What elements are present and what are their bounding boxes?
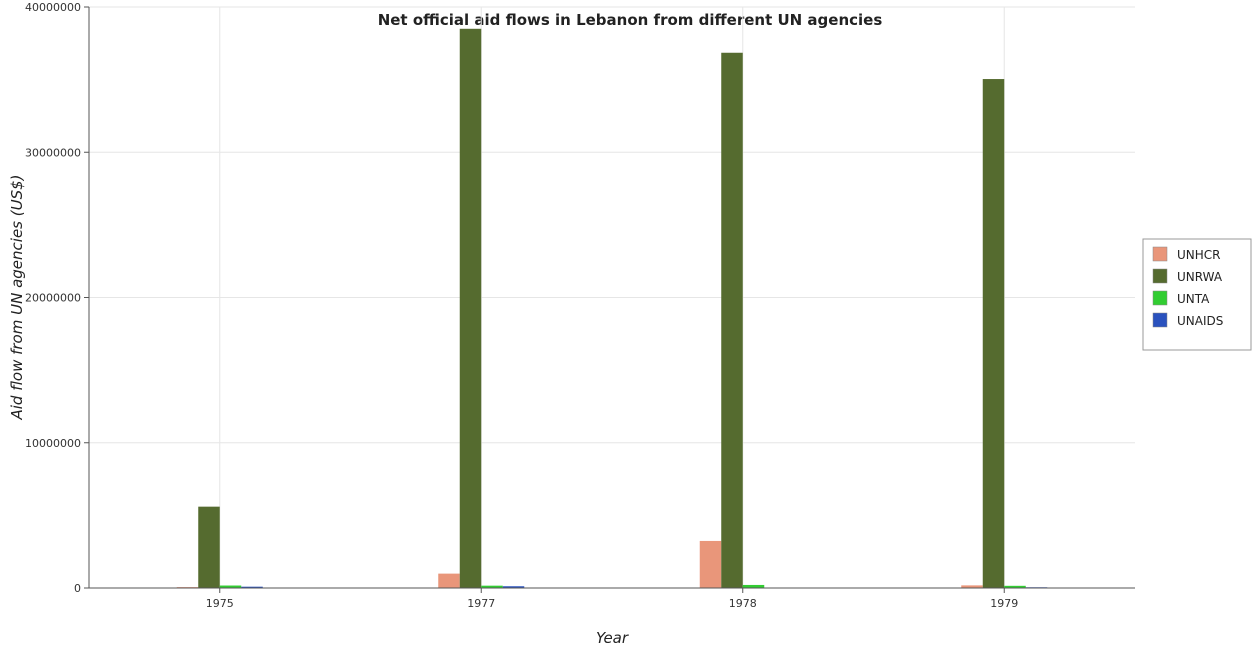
axes: 0 10000000 20000000 30000000 40000000 1975 197… xyxy=(25,1,1135,610)
bar-unrwa-1978 xyxy=(721,53,743,588)
legend-swatch-unrwa xyxy=(1153,269,1167,283)
legend: UNHCR UNRWA UNTA UNAIDS xyxy=(1143,239,1251,350)
y-tick-label: 40000000 xyxy=(25,1,81,14)
y-tick-label: 0 xyxy=(74,582,81,595)
legend-label-unta: UNTA xyxy=(1177,292,1210,306)
x-tick-label: 1979 xyxy=(990,597,1018,610)
x-axis-label: Year xyxy=(596,629,629,647)
bar-unhcr-1977 xyxy=(438,574,460,588)
legend-swatch-unhcr xyxy=(1153,247,1167,261)
legend-swatch-unaids xyxy=(1153,313,1167,327)
legend-label-unrwa: UNRWA xyxy=(1177,270,1223,284)
chart-title: Net official aid flows in Lebanon from d… xyxy=(378,11,883,29)
grid-lines xyxy=(89,7,1135,588)
y-tick-label: 30000000 xyxy=(25,146,81,159)
bars xyxy=(177,29,1048,588)
y-tick-label: 10000000 xyxy=(25,437,81,450)
x-tick-label: 1977 xyxy=(467,597,495,610)
bar-unrwa-1977 xyxy=(460,29,482,588)
legend-label-unhcr: UNHCR xyxy=(1177,248,1221,262)
legend-swatch-unta xyxy=(1153,291,1167,305)
bar-unrwa-1975 xyxy=(198,507,220,588)
bar-unhcr-1978 xyxy=(700,541,722,588)
x-tick-label: 1978 xyxy=(729,597,757,610)
y-tick-label: 20000000 xyxy=(25,292,81,305)
bar-unrwa-1979 xyxy=(983,79,1005,588)
y-axis-label: Aid flow from UN agencies (US$) xyxy=(8,174,26,420)
x-tick-label: 1975 xyxy=(206,597,234,610)
legend-label-unaids: UNAIDS xyxy=(1177,314,1223,328)
